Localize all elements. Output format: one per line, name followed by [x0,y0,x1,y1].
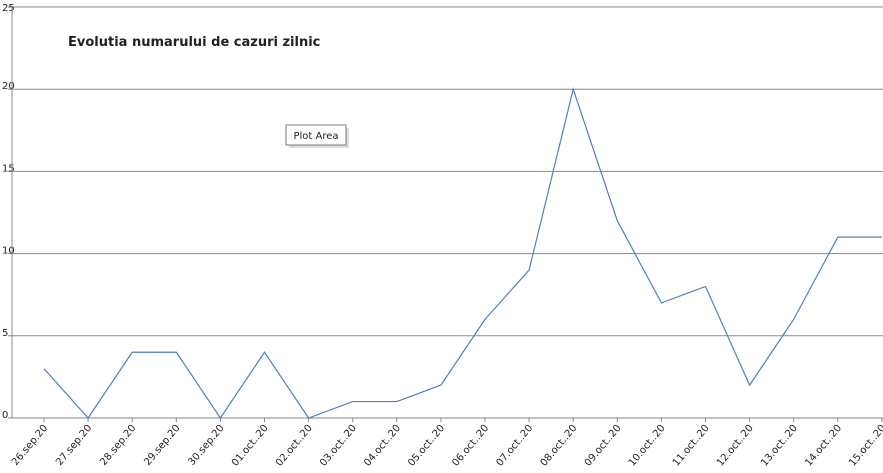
chart-title: Evolutia numarului de cazuri zilnic [68,35,320,50]
tooltip-text: Plot Area [293,131,338,142]
y-tick-label: 10 [2,246,15,257]
y-tick-label: 5 [2,328,8,339]
tooltip: Plot Area [285,124,349,148]
y-tick-label: 25 [2,3,15,14]
y-tick-label: 0 [2,410,8,421]
y-tick-label: 20 [2,81,15,92]
data-line [43,87,882,420]
y-tick-label: 15 [2,163,15,174]
